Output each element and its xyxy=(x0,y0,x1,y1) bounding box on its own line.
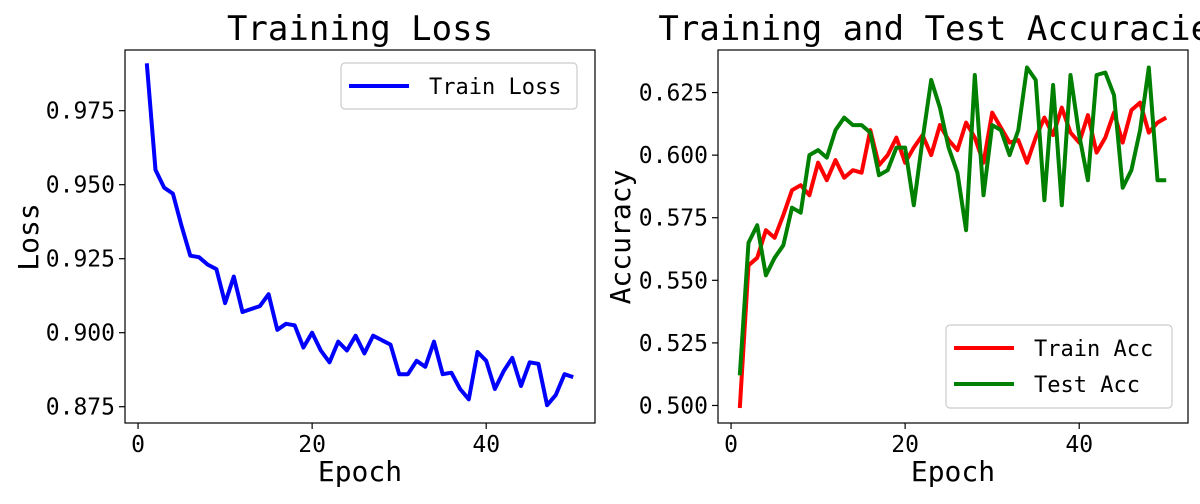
loss-plot-frame xyxy=(124,49,596,424)
loss-x-ticks: 0 20 40 xyxy=(131,423,500,458)
series-line-train-acc xyxy=(737,100,1168,409)
loss-x-axis-label: Epoch xyxy=(318,455,402,488)
loss-x-tick-label: 20 xyxy=(298,432,326,458)
accuracy-legend-box xyxy=(945,324,1173,409)
series-line-train-loss xyxy=(144,63,574,408)
legend-label-test-acc: Test Acc xyxy=(1034,373,1140,398)
loss-chart: Training Loss 0.8750.9000.9250.9500.975 … xyxy=(12,9,596,488)
accuracy-y-tick-label: 0.575 xyxy=(639,206,708,232)
accuracy-series-lines xyxy=(737,65,1168,409)
accuracy-y-tick-label: 0.625 xyxy=(639,81,708,107)
loss-y-tick-label: 0.975 xyxy=(46,99,115,125)
accuracy-chart-title: Training and Test Accuracies xyxy=(658,9,1200,49)
accuracy-y-tick-label: 0.500 xyxy=(639,393,708,419)
loss-y-axis-label: Loss xyxy=(12,203,45,270)
legend-label-train-acc: Train Acc xyxy=(1034,337,1153,362)
accuracy-y-tick-label: 0.600 xyxy=(639,143,708,169)
accuracy-y-tick-label: 0.525 xyxy=(639,331,708,357)
legend-label-train-loss: Train Loss xyxy=(429,75,561,100)
accuracy-legend: Train Acc Test Acc xyxy=(945,324,1173,409)
accuracy-y-ticks: 0.500 0.525 0.550 0.575 0.600 0.625 xyxy=(639,81,718,419)
loss-chart-title: Training Loss xyxy=(227,9,493,49)
accuracy-chart: Training and Test Accuracies 0.5000.5250… xyxy=(604,9,1200,488)
loss-series-lines xyxy=(144,63,574,408)
accuracy-x-tick-label: 20 xyxy=(891,432,919,458)
loss-y-ticks: 0.875 0.900 0.925 0.950 0.975 xyxy=(46,99,125,421)
loss-y-tick-label: 0.900 xyxy=(46,321,115,347)
loss-y-tick-label: 0.925 xyxy=(46,247,115,273)
accuracy-y-tick-label: 0.550 xyxy=(639,268,708,294)
accuracy-plot-frame xyxy=(717,49,1189,424)
loss-legend-box xyxy=(340,62,578,110)
series-line-test-acc xyxy=(737,65,1167,376)
accuracy-x-ticks: 0 20 40 xyxy=(724,423,1093,458)
accuracy-x-tick-label: 40 xyxy=(1065,432,1093,458)
loss-y-tick-label: 0.875 xyxy=(46,395,115,421)
loss-x-tick-label: 40 xyxy=(472,432,500,458)
loss-x-tick-label: 0 xyxy=(131,432,145,458)
accuracy-x-tick-label: 0 xyxy=(724,432,738,458)
accuracy-y-axis-label: Accuracy xyxy=(604,170,637,305)
loss-legend: Train Loss xyxy=(340,62,578,110)
accuracy-x-axis-label: Epoch xyxy=(911,455,995,488)
loss-y-tick-label: 0.950 xyxy=(46,173,115,199)
